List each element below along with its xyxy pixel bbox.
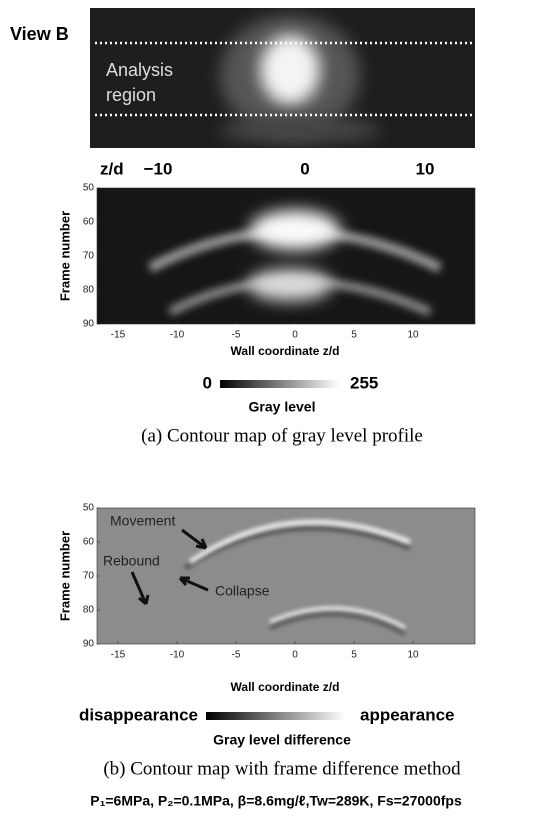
x-tick-label: 10 bbox=[407, 650, 419, 661]
x-tick-label: -5 bbox=[232, 330, 241, 341]
heatmap bbox=[97, 508, 475, 644]
colorbar-max: appearance bbox=[360, 705, 455, 724]
arrow bbox=[130, 571, 150, 606]
y-tick-label: 90 bbox=[83, 319, 95, 330]
y-tick-label: 90 bbox=[83, 639, 95, 650]
x-tick-label: 5 bbox=[351, 650, 357, 661]
heatmap bbox=[97, 188, 475, 324]
tick-label: −10 bbox=[144, 159, 173, 178]
caption: (a) Contour map of gray level profile bbox=[141, 425, 423, 446]
y-tick-label: 50 bbox=[83, 183, 95, 194]
colorbar bbox=[220, 380, 340, 388]
y-tick-label: 70 bbox=[83, 571, 95, 582]
x-tick-label: -5 bbox=[232, 650, 241, 661]
y-tick-label: 70 bbox=[83, 251, 95, 262]
y-tick-label: 60 bbox=[83, 537, 95, 548]
x-tick-label: 0 bbox=[292, 650, 298, 661]
arrow bbox=[178, 576, 209, 592]
x-axis-label: Wall coordinate z/d bbox=[231, 680, 340, 694]
x-tick-label: -15 bbox=[111, 330, 126, 341]
y-axis-label: Frame number bbox=[57, 211, 72, 301]
y-tick-label: 80 bbox=[83, 285, 95, 296]
tick-label: 10 bbox=[416, 159, 435, 178]
tick-label: 0 bbox=[300, 159, 309, 178]
colorbar-min: disappearance bbox=[79, 705, 198, 724]
colorbar bbox=[206, 712, 346, 720]
y-axis-label: Frame number bbox=[57, 531, 72, 621]
annotation: Movement bbox=[110, 513, 175, 529]
annotation: Rebound bbox=[103, 553, 160, 569]
axis-label: z/d bbox=[100, 159, 124, 178]
x-tick-label: 10 bbox=[407, 330, 419, 341]
colorbar-max: 255 bbox=[350, 373, 378, 392]
annotation: Collapse bbox=[215, 583, 270, 599]
y-tick-label: 60 bbox=[83, 217, 95, 228]
photo bbox=[90, 8, 475, 148]
view-label: View B bbox=[10, 24, 69, 44]
x-tick-label: -10 bbox=[170, 650, 185, 661]
colorbar-label: Gray level bbox=[249, 399, 316, 415]
region-label: Analysis bbox=[106, 60, 173, 80]
x-axis-label: Wall coordinate z/d bbox=[231, 344, 340, 358]
x-tick-label: 0 bbox=[292, 330, 298, 341]
x-tick-label: -10 bbox=[170, 330, 185, 341]
x-tick-label: 5 bbox=[351, 330, 357, 341]
arrow bbox=[181, 528, 208, 550]
y-tick-label: 80 bbox=[83, 605, 95, 616]
region-label: region bbox=[106, 85, 156, 105]
colorbar-min: 0 bbox=[203, 373, 212, 392]
y-tick-label: 50 bbox=[83, 503, 95, 514]
colorbar-label: Gray level difference bbox=[213, 732, 351, 748]
caption: (b) Contour map with frame difference me… bbox=[103, 758, 461, 779]
conditions: P₁=6MPa, P₂=0.1MPa, β=8.6mg/ℓ,Tw=289K, F… bbox=[90, 793, 462, 809]
x-tick-label: -15 bbox=[111, 650, 126, 661]
